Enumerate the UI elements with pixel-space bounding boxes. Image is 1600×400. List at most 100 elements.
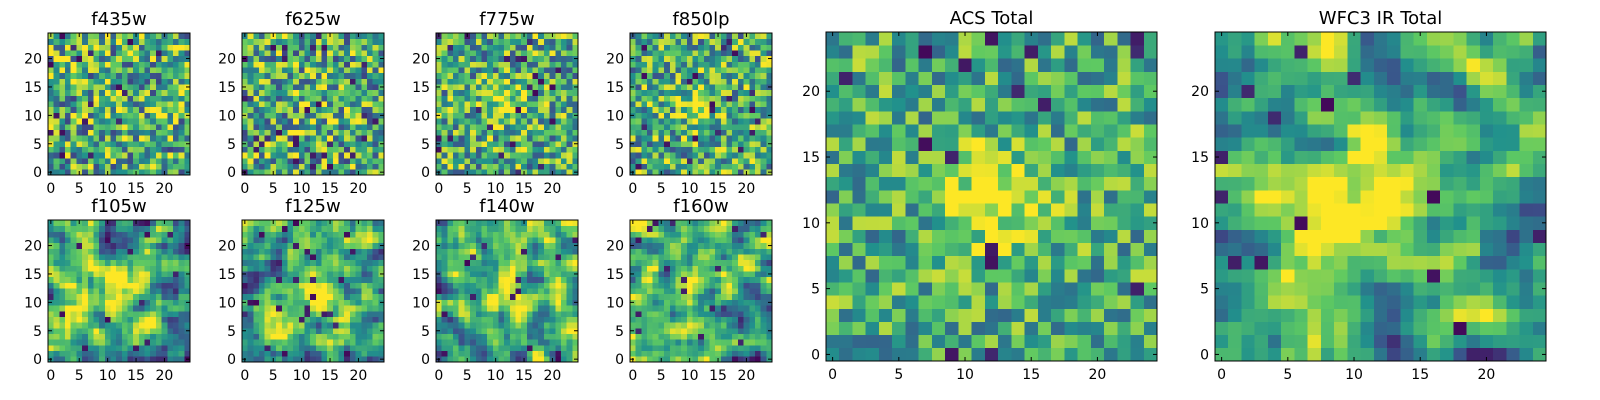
heatmap-cell xyxy=(242,344,249,352)
heatmap-cell xyxy=(253,163,260,170)
heatmap-cell xyxy=(65,333,72,340)
heatmap-cell xyxy=(664,61,671,68)
heatmap-cell xyxy=(441,339,448,346)
heatmap-cell xyxy=(760,61,767,68)
heatmap-cell xyxy=(161,276,168,283)
heatmap-cell xyxy=(172,220,180,227)
heatmap-cell xyxy=(555,237,562,244)
heatmap-cell xyxy=(635,140,642,147)
heatmap-cell xyxy=(281,248,288,255)
heatmap-cell xyxy=(366,123,374,130)
heatmap-cell xyxy=(304,163,311,170)
heatmap-cell xyxy=(242,282,249,289)
heatmap-cell xyxy=(475,55,482,62)
heatmap-cell xyxy=(338,78,345,85)
heatmap-cell xyxy=(647,305,654,312)
heatmap-cell xyxy=(287,129,294,136)
y-tick-label: 15 xyxy=(24,80,42,96)
heatmap-cell xyxy=(104,67,111,74)
heatmap-cell xyxy=(104,271,111,278)
heatmap-cell xyxy=(121,225,128,232)
heatmap-cell xyxy=(53,101,60,108)
heatmap-cells xyxy=(630,33,773,176)
heatmap-cell xyxy=(349,248,356,255)
heatmap-cell xyxy=(447,84,454,91)
heatmap-cell xyxy=(692,61,699,68)
heatmap-cell xyxy=(361,169,368,176)
heatmap-cell xyxy=(349,316,356,323)
heatmap-cell xyxy=(526,112,533,119)
heatmap-cell xyxy=(698,135,705,142)
heatmap-cell xyxy=(566,231,573,238)
heatmap-cell xyxy=(692,101,699,108)
heatmap-cell xyxy=(703,327,710,334)
heatmap-cell xyxy=(287,220,294,227)
heatmap-cell xyxy=(470,55,477,62)
heatmap-cell xyxy=(332,271,339,278)
heatmap-cell xyxy=(253,220,260,227)
y-tick-label: 5 xyxy=(421,324,430,340)
heatmap-cell xyxy=(321,344,328,352)
heatmap-cell xyxy=(743,101,750,108)
heatmap-cell xyxy=(492,293,499,300)
heatmap-cell xyxy=(366,231,374,238)
heatmap-cell xyxy=(259,67,266,74)
heatmap-cell xyxy=(99,225,106,232)
heatmap-cell xyxy=(532,106,539,113)
heatmap-cell xyxy=(498,123,505,130)
heatmap-cell xyxy=(59,152,66,159)
heatmap-cell xyxy=(487,95,494,102)
heatmap-cell xyxy=(70,72,77,79)
heatmap-cell xyxy=(630,293,637,300)
heatmap-cell xyxy=(526,101,533,108)
heatmap-cell xyxy=(155,157,162,165)
heatmap-cell xyxy=(76,316,83,323)
heatmap-cell xyxy=(464,288,471,295)
heatmap-cell xyxy=(242,225,249,232)
heatmap-cell xyxy=(560,254,568,261)
heatmap-cell xyxy=(698,282,705,289)
heatmap-cell xyxy=(538,305,545,312)
heatmap-cell xyxy=(560,169,568,176)
heatmap-cell xyxy=(172,242,180,249)
heatmap-cell xyxy=(475,78,482,85)
heatmap-cells xyxy=(242,33,385,176)
heatmap-cell xyxy=(566,67,573,74)
heatmap-cell xyxy=(276,225,283,232)
heatmap-cell xyxy=(538,327,545,334)
heatmap-cell xyxy=(361,61,368,68)
heatmap-cell xyxy=(172,44,180,51)
heatmap-cell xyxy=(749,118,756,125)
heatmap-cell xyxy=(48,350,55,357)
heatmap-cell xyxy=(372,101,379,108)
heatmap-cell xyxy=(133,106,140,113)
heatmap-cell xyxy=(630,106,637,113)
heatmap-cell xyxy=(332,322,339,329)
heatmap-cell xyxy=(281,146,288,153)
heatmap-cell xyxy=(743,135,750,142)
heatmap-cell xyxy=(447,265,454,272)
heatmap-cell xyxy=(178,140,185,147)
heatmap-cell xyxy=(259,50,266,57)
heatmap-cell xyxy=(48,61,55,68)
heatmap-cell xyxy=(549,225,556,232)
heatmap-cell xyxy=(150,242,157,249)
heatmap-cell xyxy=(464,265,471,272)
heatmap-cell xyxy=(150,327,157,334)
axes-frame xyxy=(435,219,579,363)
axes-frame xyxy=(241,32,385,176)
heatmap-cell xyxy=(372,118,379,125)
heatmap-cell xyxy=(281,72,288,79)
heatmap-cell xyxy=(270,276,277,283)
heatmap-cell xyxy=(538,293,545,300)
heatmap-cell xyxy=(167,299,174,306)
heatmap-cell xyxy=(749,129,756,136)
heatmap-cell xyxy=(121,33,128,40)
heatmap-cell xyxy=(698,55,705,62)
heatmap-cell xyxy=(726,106,733,113)
heatmap-cell xyxy=(242,146,249,153)
heatmap-cell xyxy=(99,106,106,113)
heatmap-cell xyxy=(526,140,533,147)
heatmap-cell xyxy=(82,356,89,363)
heatmap-cell xyxy=(692,129,699,136)
